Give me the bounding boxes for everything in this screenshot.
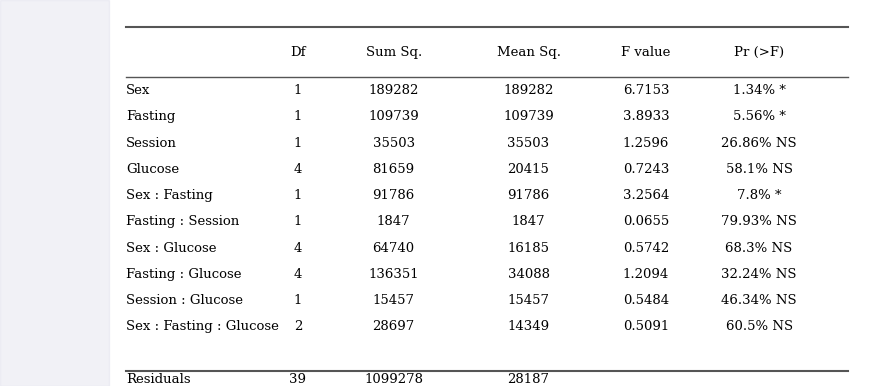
Text: 46.34% NS: 46.34% NS <box>720 294 796 307</box>
Text: 35503: 35503 <box>507 137 549 150</box>
Text: 1.2094: 1.2094 <box>622 268 668 281</box>
Text: 189282: 189282 <box>503 84 553 97</box>
Text: 1.34% *: 1.34% * <box>732 84 785 97</box>
Text: 0.7243: 0.7243 <box>622 163 668 176</box>
Bar <box>0 0 109 386</box>
Text: F value: F value <box>620 46 670 59</box>
Text: 7.8% *: 7.8% * <box>736 189 780 202</box>
Text: Sex : Glucose: Sex : Glucose <box>126 242 216 255</box>
Text: Sex: Sex <box>126 84 150 97</box>
Text: 15457: 15457 <box>507 294 549 307</box>
Text: 109739: 109739 <box>368 110 419 124</box>
Text: Df: Df <box>290 46 305 59</box>
Text: 1: 1 <box>294 84 302 97</box>
Text: 32.24% NS: 32.24% NS <box>720 268 796 281</box>
Text: 39: 39 <box>289 373 306 386</box>
Text: Sex : Fasting : Glucose: Sex : Fasting : Glucose <box>126 320 279 334</box>
Text: 6.7153: 6.7153 <box>622 84 668 97</box>
Text: 35503: 35503 <box>372 137 415 150</box>
Text: 60.5% NS: 60.5% NS <box>725 320 792 334</box>
Text: 5.56% *: 5.56% * <box>732 110 785 124</box>
Text: 79.93% NS: 79.93% NS <box>720 215 796 229</box>
Text: 14349: 14349 <box>507 320 549 334</box>
Text: 1: 1 <box>294 189 302 202</box>
Text: 189282: 189282 <box>368 84 418 97</box>
Text: 0.0655: 0.0655 <box>622 215 668 229</box>
Text: 1: 1 <box>294 110 302 124</box>
Text: Fasting : Session: Fasting : Session <box>126 215 239 229</box>
Text: 91786: 91786 <box>372 189 415 202</box>
Text: 1: 1 <box>294 215 302 229</box>
Text: Glucose: Glucose <box>126 163 179 176</box>
Text: 1847: 1847 <box>511 215 545 229</box>
Text: 58.1% NS: 58.1% NS <box>725 163 792 176</box>
Text: 28187: 28187 <box>507 373 549 386</box>
Text: 68.3% NS: 68.3% NS <box>725 242 792 255</box>
Text: 136351: 136351 <box>368 268 419 281</box>
Text: 64740: 64740 <box>372 242 415 255</box>
Text: Session : Glucose: Session : Glucose <box>126 294 242 307</box>
Text: Sex : Fasting: Sex : Fasting <box>126 189 213 202</box>
Text: Mean Sq.: Mean Sq. <box>496 46 560 59</box>
Text: Sum Sq.: Sum Sq. <box>365 46 421 59</box>
Text: 20415: 20415 <box>507 163 549 176</box>
Text: 1847: 1847 <box>376 215 410 229</box>
Text: 91786: 91786 <box>507 189 549 202</box>
Text: 3.8933: 3.8933 <box>622 110 668 124</box>
Text: 1: 1 <box>294 137 302 150</box>
Text: Pr (>F): Pr (>F) <box>733 46 783 59</box>
Text: 4: 4 <box>294 268 302 281</box>
Text: Fasting: Fasting <box>126 110 176 124</box>
Text: Session: Session <box>126 137 176 150</box>
Text: 109739: 109739 <box>502 110 554 124</box>
Text: 4: 4 <box>294 163 302 176</box>
Text: 15457: 15457 <box>372 294 415 307</box>
Text: 26.86% NS: 26.86% NS <box>720 137 796 150</box>
Text: 34088: 34088 <box>507 268 549 281</box>
Text: 0.5091: 0.5091 <box>622 320 668 334</box>
Text: 0.5742: 0.5742 <box>622 242 668 255</box>
Text: 1: 1 <box>294 294 302 307</box>
Text: 81659: 81659 <box>372 163 415 176</box>
Text: Fasting : Glucose: Fasting : Glucose <box>126 268 242 281</box>
Text: 28697: 28697 <box>372 320 415 334</box>
Text: 0.5484: 0.5484 <box>622 294 668 307</box>
Text: 1099278: 1099278 <box>364 373 422 386</box>
Text: 3.2564: 3.2564 <box>622 189 668 202</box>
Text: 4: 4 <box>294 242 302 255</box>
Text: 2: 2 <box>294 320 302 334</box>
Text: Residuals: Residuals <box>126 373 190 386</box>
Text: 16185: 16185 <box>507 242 549 255</box>
Text: 1.2596: 1.2596 <box>622 137 668 150</box>
